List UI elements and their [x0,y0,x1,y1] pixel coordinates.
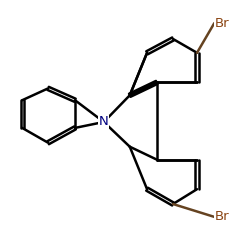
Text: Br: Br [214,17,229,30]
Text: Br: Br [214,210,229,223]
Text: N: N [99,115,109,128]
